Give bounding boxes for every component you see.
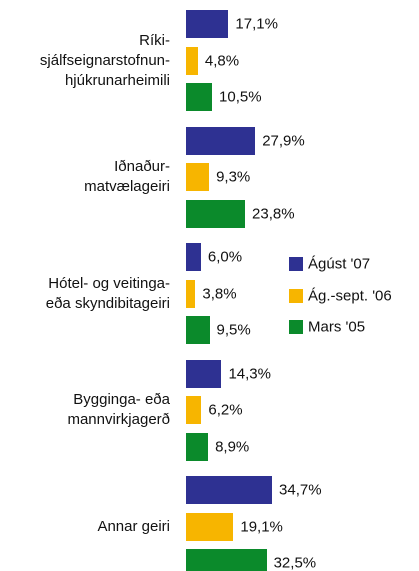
category-label: Hótel- og veitinga- eða skyndibitageiri <box>45 274 170 312</box>
category-label: Ríki- sjálfseignarstofnun- hjúkrunarheim… <box>39 31 170 89</box>
value-label: 8,9% <box>215 438 250 455</box>
value-label: 34,7% <box>279 481 322 499</box>
category-label: Annar geiri <box>97 517 170 535</box>
value-label: 32,5% <box>273 554 317 571</box>
bar <box>186 83 213 111</box>
bar <box>186 432 209 461</box>
value-label: 19,1% <box>240 518 283 535</box>
legend-label: Ág.-sept. '06 <box>308 287 392 304</box>
value-label: 9,3% <box>216 168 251 186</box>
bar <box>186 549 267 571</box>
bar <box>186 163 210 191</box>
bar <box>186 316 210 344</box>
bar <box>186 279 196 308</box>
value-label: 17,1% <box>235 15 278 33</box>
category-label: Bygginga- eða mannvirkjagerð <box>67 391 170 428</box>
value-label: 6,2% <box>208 401 243 419</box>
legend-label: Mars '05 <box>308 318 366 336</box>
legend-label: Ágúst '07 <box>308 255 371 273</box>
value-label: 23,8% <box>252 205 295 222</box>
bar <box>186 199 246 228</box>
legend-swatch <box>289 288 303 303</box>
value-label: 4,8% <box>204 52 240 69</box>
bar <box>186 10 229 38</box>
value-label: 3,8% <box>202 285 237 302</box>
value-label: 9,5% <box>216 321 251 339</box>
legend-swatch <box>289 320 303 334</box>
value-label: 6,0% <box>207 248 243 266</box>
value-label: 14,3% <box>228 365 271 382</box>
bar <box>186 359 222 388</box>
value-label: 27,9% <box>262 132 305 149</box>
bar <box>186 476 273 504</box>
bar <box>186 46 198 75</box>
bar <box>186 243 201 271</box>
bar <box>186 126 256 155</box>
bar <box>186 396 202 424</box>
bar <box>186 512 234 541</box>
legend-swatch <box>289 257 303 271</box>
value-label: 10,5% <box>219 88 262 106</box>
category-label: Iðnaður- matvælageiri <box>84 158 170 195</box>
